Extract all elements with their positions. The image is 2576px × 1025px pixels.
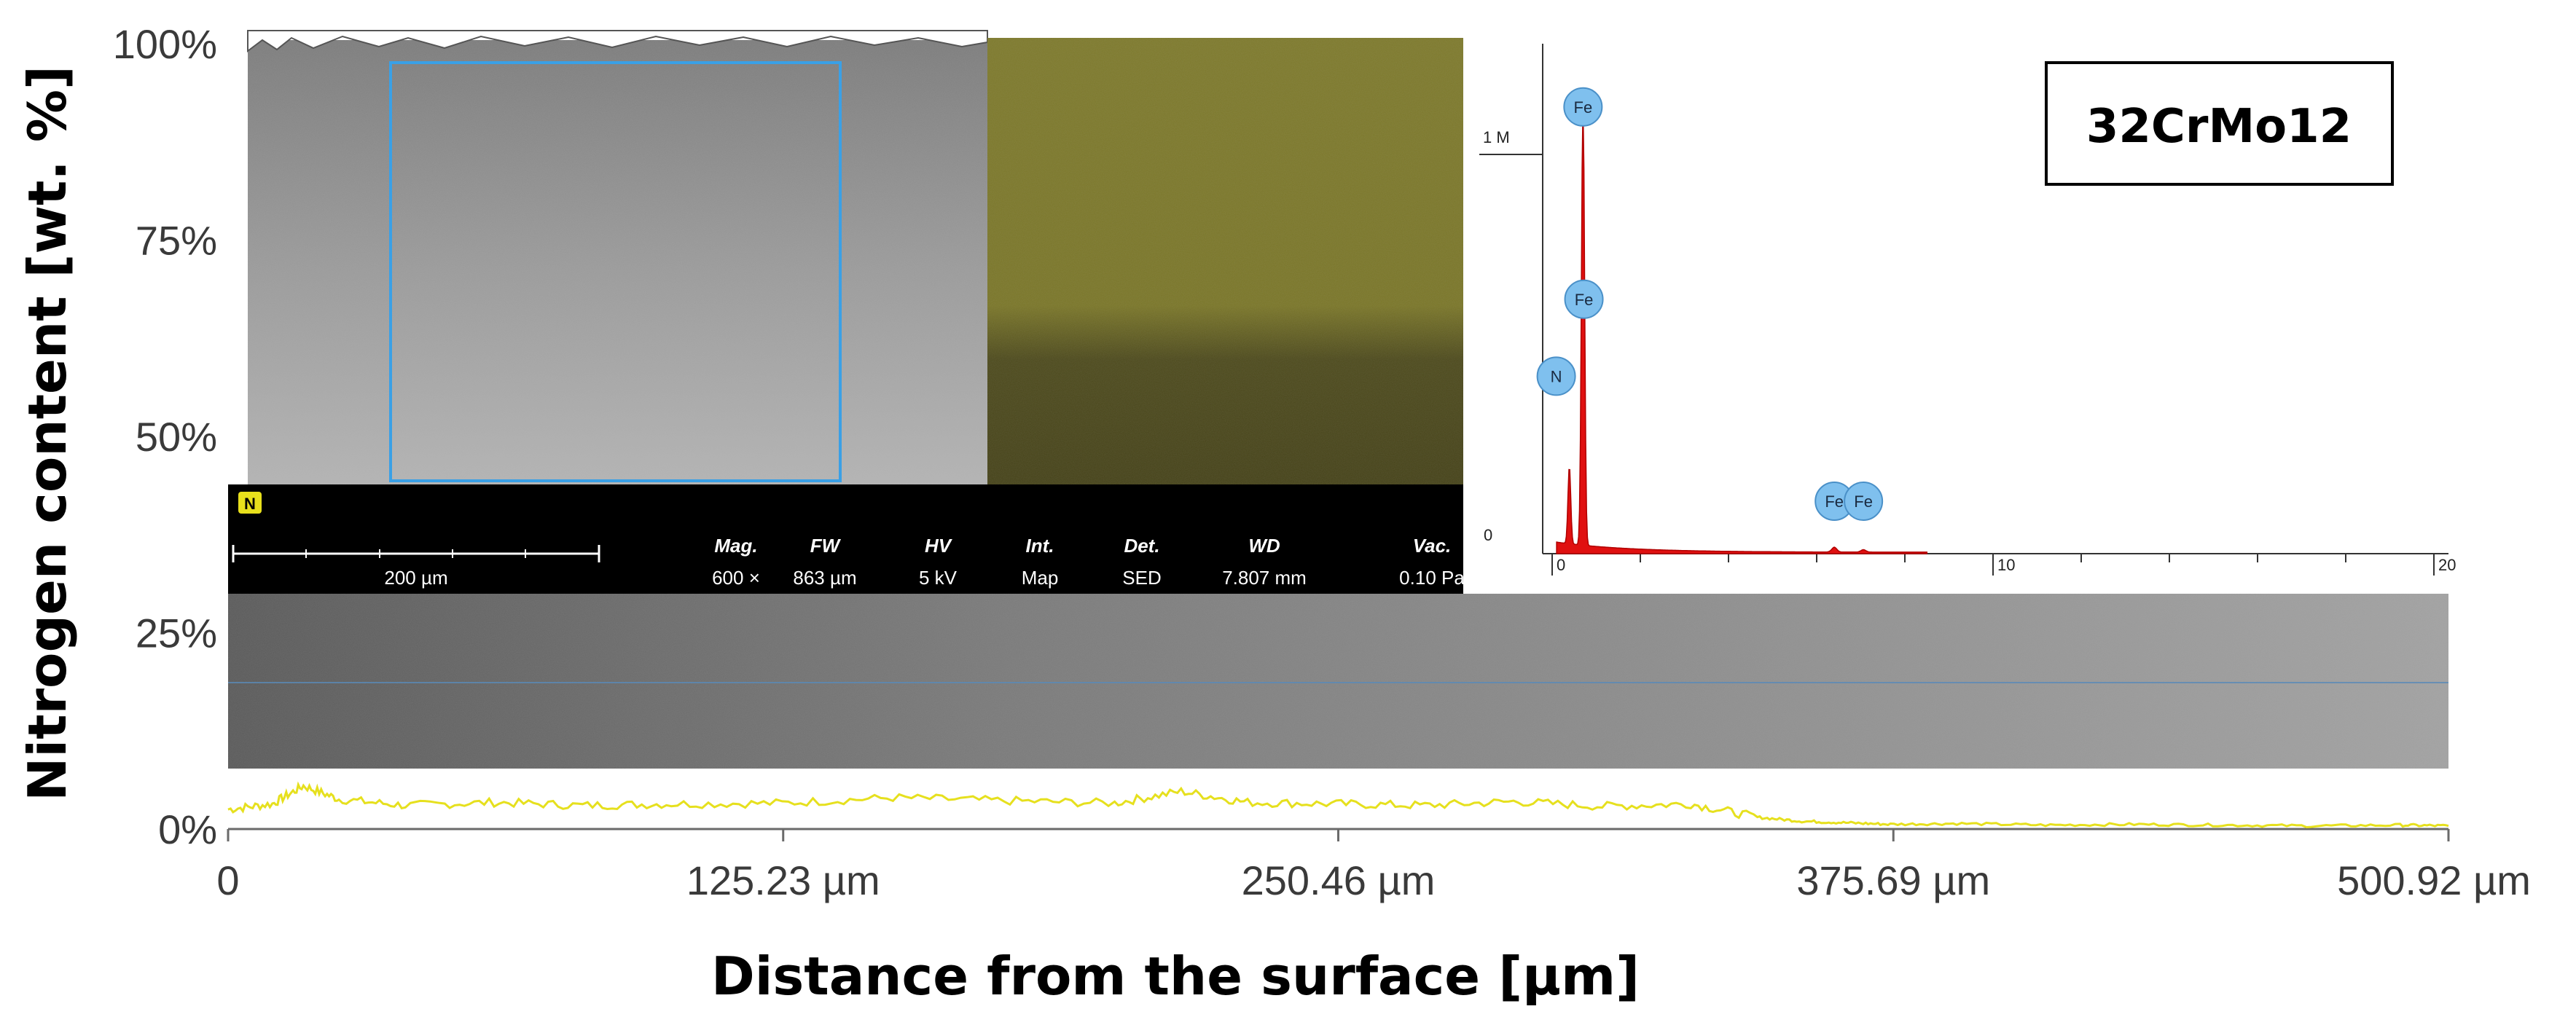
x-tick-label: 500.92 µm bbox=[2337, 857, 2531, 903]
roi-box bbox=[389, 61, 842, 482]
edx-peak-circle bbox=[1563, 87, 1603, 127]
sem-info-value: Map bbox=[1022, 567, 1059, 589]
sem-info-value: 5 kV bbox=[919, 567, 958, 589]
edx-peak-label: Fe bbox=[1854, 492, 1873, 511]
nitrogen-line-series bbox=[227, 781, 2449, 829]
edx-peak-marker: Fe bbox=[1844, 482, 1884, 521]
edx-peak-circle bbox=[1844, 482, 1884, 521]
y-tick-label: 50% bbox=[136, 414, 217, 460]
y-tick-label: 75% bbox=[136, 218, 217, 264]
sem-info-value: 0.10 Pa bbox=[1399, 567, 1465, 589]
edx-peak-label: N bbox=[1551, 367, 1562, 385]
sem-info-header: HV bbox=[925, 535, 953, 557]
edx-spectrum-curve bbox=[1556, 103, 1928, 554]
sem-info-header: Mag. bbox=[714, 535, 757, 557]
edx-peak-marker: Fe bbox=[1563, 87, 1603, 127]
sem-info-header: Vac. bbox=[1413, 535, 1452, 557]
sem-micrograph bbox=[247, 30, 988, 484]
sample-label-box: 32CrMo12 bbox=[2045, 61, 2394, 186]
sem-info-value: 600 × bbox=[712, 567, 760, 589]
x-axis-title: Distance from the surface [µm] bbox=[711, 946, 1640, 1007]
nitrogen-map bbox=[987, 38, 1463, 484]
scale-bar bbox=[232, 545, 600, 562]
sem-info-value: 7.807 mm bbox=[1222, 567, 1307, 589]
sample-label: 32CrMo12 bbox=[2086, 100, 2352, 154]
sem-info-header: Det. bbox=[1124, 535, 1159, 557]
x-tick-label: 250.46 µm bbox=[1242, 857, 1436, 903]
sem-info-header: FW bbox=[810, 535, 842, 557]
sem-info-header: Int. bbox=[1026, 535, 1054, 557]
sem-info-header: WD bbox=[1248, 535, 1280, 557]
x-tick-label: 0 bbox=[216, 857, 239, 903]
linescan-strip bbox=[228, 594, 2448, 769]
edx-y-top-label: 1 M bbox=[1483, 128, 1510, 146]
edx-peak-label: Fe bbox=[1575, 291, 1594, 309]
edx-peak-label: Fe bbox=[1574, 98, 1593, 117]
element-badge bbox=[238, 492, 262, 514]
edx-y-zero-label: 0 bbox=[1484, 526, 1492, 544]
edx-peak-marker: N bbox=[1536, 356, 1576, 396]
y-axis-title: Nitrogen content [wt. %] bbox=[17, 66, 78, 801]
edx-peak-circle bbox=[1564, 279, 1604, 319]
y-tick-label: 100% bbox=[113, 21, 217, 67]
y-tick-label: 25% bbox=[136, 610, 217, 656]
edx-peak-marker: Fe bbox=[1564, 279, 1604, 319]
x-tick-label: 125.23 µm bbox=[686, 857, 880, 903]
sem-info-value: 863 µm bbox=[793, 567, 856, 589]
sem-info-value: SED bbox=[1122, 567, 1161, 589]
edx-x-tick-label: 20 bbox=[2438, 556, 2456, 574]
edx-x-tick-label: 0 bbox=[1557, 556, 1565, 574]
edx-peak-circle bbox=[1536, 356, 1576, 396]
sem-info-bar: N 200 µm Mag. 600 × FW 863 µm HV 5 kV Int. Map D… bbox=[228, 484, 1465, 599]
edx-peak-label: Fe bbox=[1825, 492, 1844, 511]
y-tick-label: 0% bbox=[158, 806, 217, 852]
scale-bar-label: 200 µm bbox=[384, 567, 447, 589]
edx-x-tick-label: 10 bbox=[1997, 556, 2015, 574]
x-tick-label: 375.69 µm bbox=[1796, 857, 1990, 903]
element-badge-label: N bbox=[244, 495, 256, 513]
